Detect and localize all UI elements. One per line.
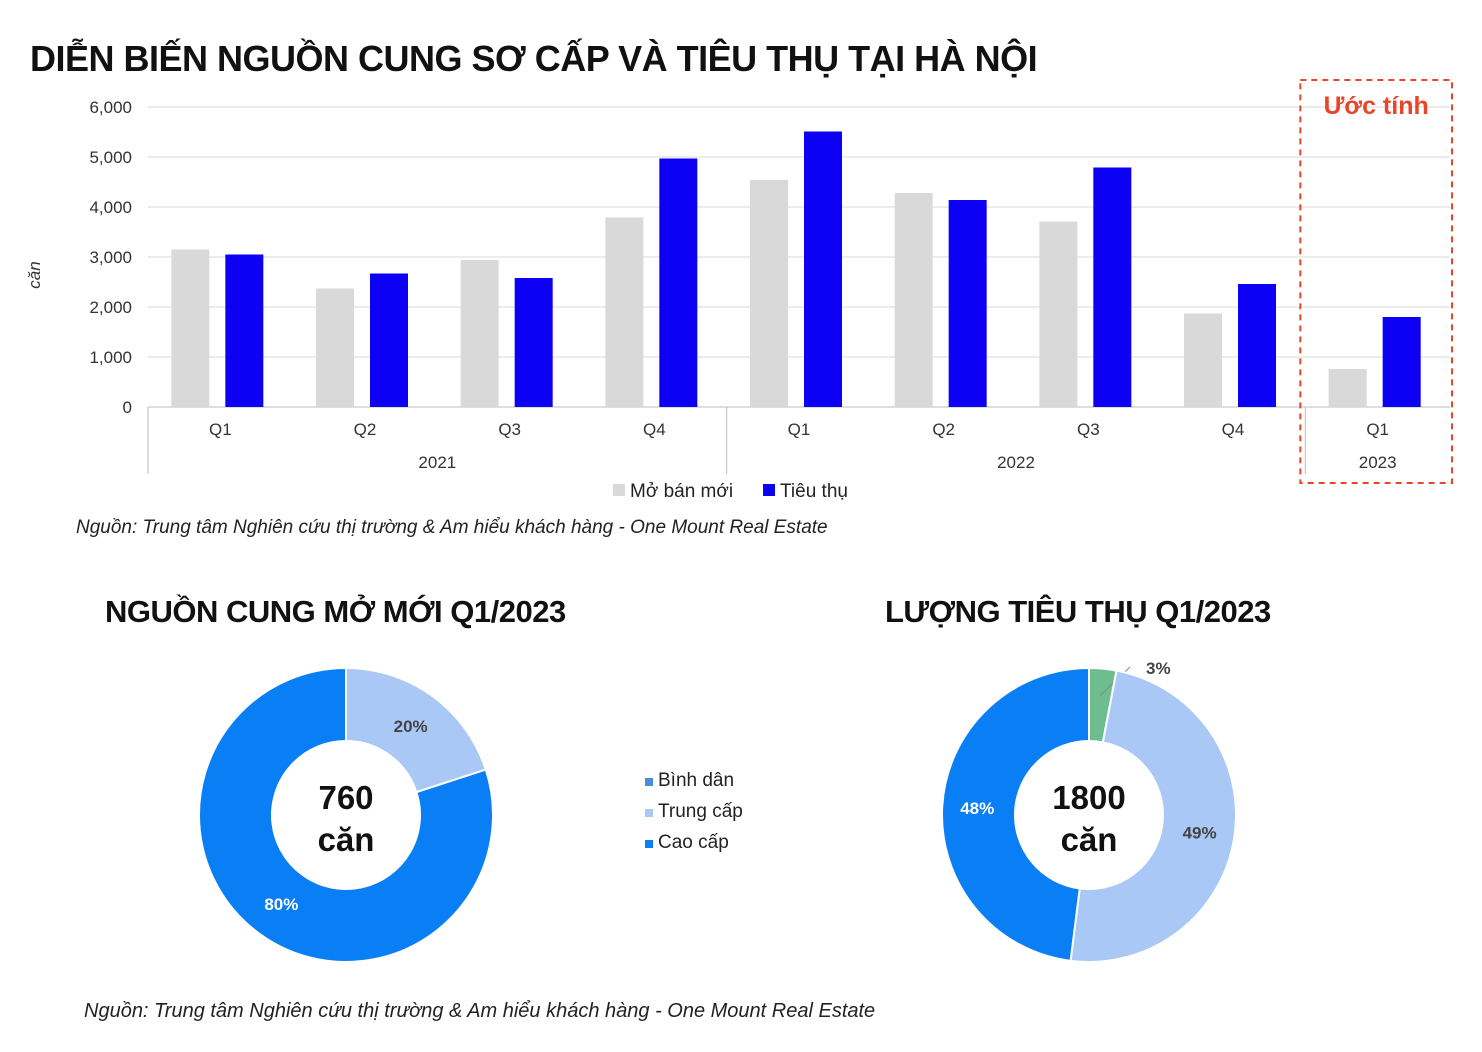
- bar-mo-ban-moi: [316, 288, 354, 407]
- bar-chart: 0 1,000 2,000 3,000 4,000 5,000 6,000 căn Q1 Q2 Q3…: [25, 79, 1454, 502]
- y-tick-label: 2,000: [89, 298, 132, 317]
- bar-mo-ban-moi: [1184, 313, 1222, 407]
- bar-tieu-thu: [370, 273, 408, 407]
- bar-tieu-thu: [225, 254, 264, 407]
- donut-center-value: 1800: [1052, 779, 1125, 816]
- x-tick-label: Q2: [932, 420, 955, 439]
- x-tick-label: Q1: [1366, 420, 1389, 439]
- legend-label: Tiêu thụ: [780, 481, 848, 502]
- donut-slice-label: 49%: [1183, 824, 1217, 843]
- bar-tieu-thu: [1238, 284, 1276, 407]
- y-tick-label: 5,000: [89, 148, 132, 167]
- legend-swatch: [763, 484, 775, 496]
- bar-mo-ban-moi: [1039, 221, 1078, 407]
- bar-tieu-thu: [1093, 167, 1132, 407]
- y-tick-label: 4,000: [89, 198, 132, 217]
- y-tick-label: 6,000: [89, 98, 132, 117]
- bar-tieu-thu: [1382, 317, 1421, 407]
- bar-mo-ban-moi: [171, 249, 210, 407]
- year-label: 2021: [418, 453, 456, 472]
- donut-center-value: 760: [318, 779, 373, 816]
- legend-swatch: [645, 840, 653, 848]
- donut-slice: [345, 666, 488, 794]
- donut-slice-label: 3%: [1146, 659, 1171, 678]
- y-axis-label: căn: [25, 261, 44, 288]
- x-tick-label: Q1: [209, 420, 232, 439]
- bar-tieu-thu: [948, 200, 987, 407]
- donut-supply-title: NGUỒN CUNG MỞ MỚI Q1/2023: [105, 594, 566, 629]
- bar-tieu-thu: [659, 158, 698, 407]
- chart-title: DIỄN BIẾN NGUỒN CUNG SƠ CẤP VÀ TIÊU THỤ …: [30, 38, 1038, 79]
- bar-mo-ban-moi: [894, 193, 933, 407]
- source-note: Nguồn: Trung tâm Nghiên cứu thị trường &…: [76, 517, 828, 538]
- y-tick-label: 3,000: [89, 248, 132, 267]
- legend-swatch: [645, 809, 653, 817]
- x-tick-label: Q1: [788, 420, 811, 439]
- donut-slice-label: 20%: [394, 717, 428, 736]
- legend-label: Bình dân: [658, 770, 734, 791]
- estimate-box: [1299, 79, 1454, 484]
- x-tick-label: Q3: [498, 420, 521, 439]
- legend-swatch: [613, 484, 625, 496]
- y-tick-label: 1,000: [89, 348, 132, 367]
- donut-slice: [941, 666, 1090, 962]
- donut-slice: [198, 666, 494, 963]
- bar-tieu-thu: [804, 131, 842, 407]
- donut-center-unit: căn: [318, 821, 375, 858]
- legend-label: Mở bán mới: [630, 481, 733, 502]
- legend-swatch: [645, 778, 653, 786]
- bar-tieu-thu: [514, 278, 553, 407]
- x-tick-label: Q4: [643, 420, 666, 439]
- year-label: 2023: [1359, 453, 1397, 472]
- donut-slice: [1069, 669, 1237, 963]
- donut-slice-label: 48%: [960, 799, 994, 818]
- year-label: 2022: [997, 453, 1035, 472]
- x-tick-label: Q4: [1222, 420, 1245, 439]
- donut-center-unit: căn: [1061, 821, 1118, 858]
- legend-label: Cao cấp: [658, 832, 729, 853]
- bar-mo-ban-moi: [460, 260, 499, 407]
- bar-mo-ban-moi: [1328, 369, 1367, 407]
- bar-mo-ban-moi: [750, 180, 788, 407]
- bar-mo-ban-moi: [605, 217, 644, 407]
- source-note: Nguồn: Trung tâm Nghiên cứu thị trường &…: [84, 1000, 876, 1022]
- x-tick-label: Q3: [1077, 420, 1100, 439]
- donut-slice-label: 80%: [264, 895, 298, 914]
- legend-label: Trung cấp: [658, 801, 743, 822]
- estimate-label: Ước tính: [1324, 92, 1429, 120]
- donut-sales-title: LƯỢNG TIÊU THỤ Q1/2023: [885, 594, 1271, 629]
- y-tick-label: 0: [123, 398, 132, 417]
- x-tick-label: Q2: [354, 420, 377, 439]
